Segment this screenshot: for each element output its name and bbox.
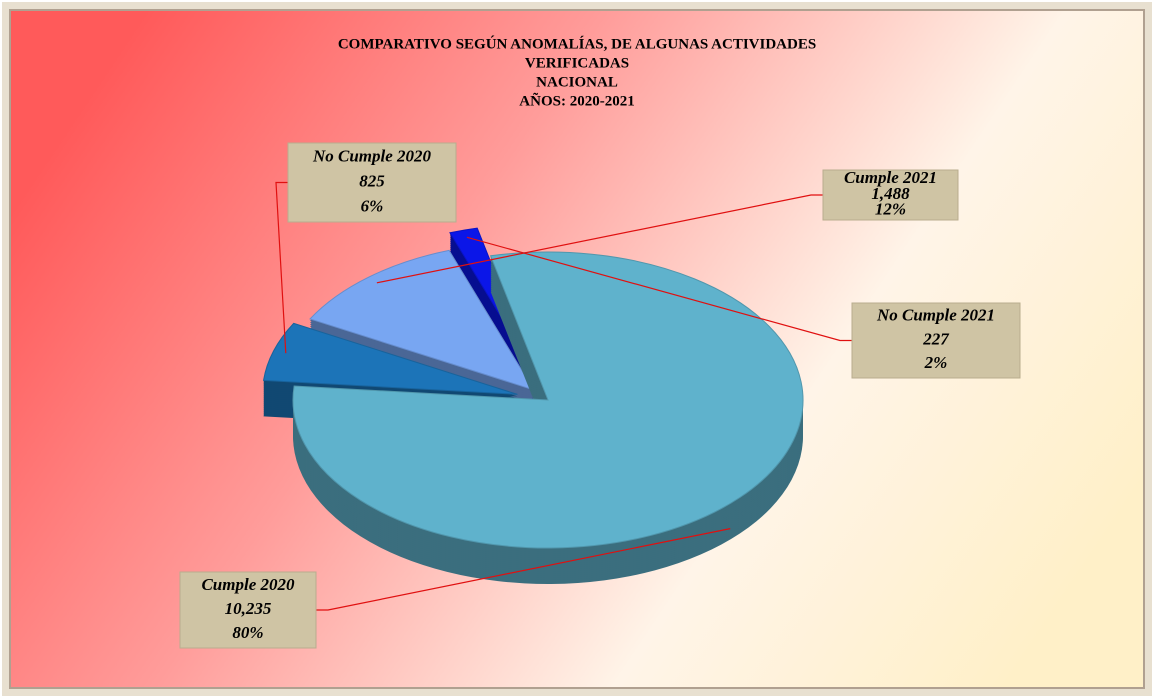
chart-title: NACIONAL: [536, 74, 618, 90]
data-label-box: [287, 142, 457, 223]
chart-title: AÑOS: 2020-2021: [519, 91, 634, 109]
data-label-value: 825: [359, 171, 385, 190]
chart-title: VERIFICADAS: [525, 55, 629, 71]
data-label-box: [822, 169, 959, 221]
data-label-percent: 12%: [875, 200, 906, 219]
data-label-box: [851, 302, 1021, 379]
slice-top: [262, 322, 518, 395]
data-label-category: No Cumple 2020: [312, 146, 432, 165]
data-label-box: [179, 571, 317, 649]
leader-line: [376, 194, 823, 284]
data-label-percent: 80%: [232, 623, 263, 642]
leader-line: [316, 528, 731, 611]
data-label-percent: 2%: [924, 353, 948, 372]
data-label-value: 1,488: [871, 184, 910, 203]
data-label-category: Cumple 2020: [201, 575, 295, 594]
data-label-value: 227: [922, 329, 950, 348]
chart-title: COMPARATIVO SEGÚN ANOMALÍAS, DE ALGUNAS …: [338, 35, 816, 52]
data-label-percent: 6%: [361, 196, 384, 215]
leader-line: [275, 181, 288, 354]
slice-top: [292, 251, 804, 549]
leader-line: [466, 236, 852, 342]
data-label-category: Cumple 2021: [844, 168, 937, 187]
data-label-category: No Cumple 2021: [876, 306, 995, 325]
slice: [292, 251, 804, 584]
data-label-value: 10,235: [225, 599, 272, 618]
slice-top: [309, 249, 535, 391]
